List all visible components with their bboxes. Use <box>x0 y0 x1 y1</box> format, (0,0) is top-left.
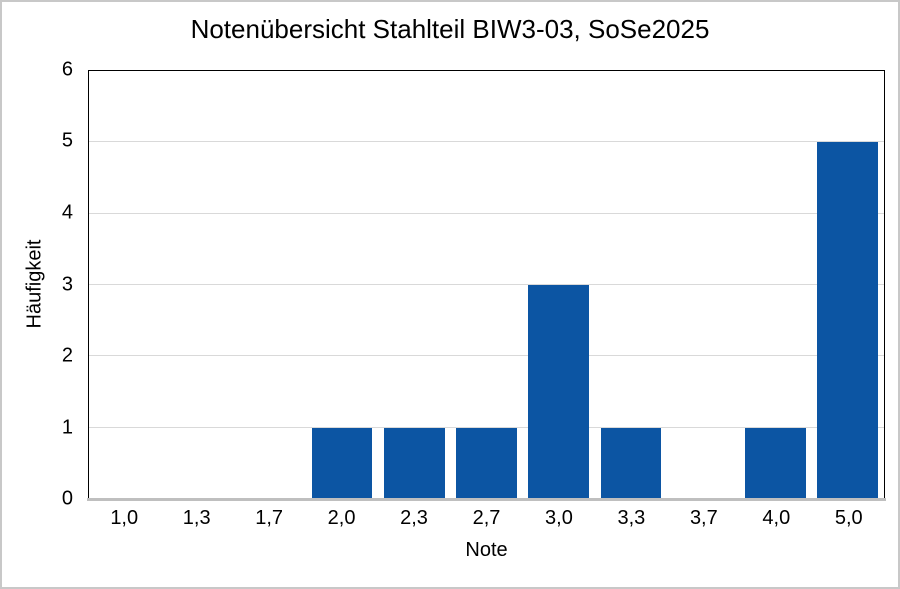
bar-slot <box>378 71 450 499</box>
x-tick-label: 1,7 <box>255 507 284 529</box>
x-tick-label: 3,7 <box>689 507 718 529</box>
y-axis-tick-labels: 0 1 2 3 4 5 6 <box>2 59 88 510</box>
x-tick-label: 1,3 <box>182 507 211 529</box>
bar-slot <box>306 71 378 499</box>
bar-slot <box>161 71 233 499</box>
x-tick-label: 3,3 <box>617 507 646 529</box>
y-tick-label: 6 <box>61 58 73 81</box>
x-axis-tick-labels: 1,0 1,3 1,7 2,0 2,3 2,7 3,0 3,3 3,7 4,0 5,0 <box>88 507 885 530</box>
gridline <box>89 141 884 143</box>
bar <box>745 427 806 499</box>
bar <box>528 285 590 499</box>
gridline <box>89 355 884 357</box>
x-tick-label: 5,0 <box>834 507 863 529</box>
bar <box>383 427 445 499</box>
x-tick-label: 2,0 <box>327 507 356 529</box>
bar-slot <box>667 71 739 499</box>
gridline <box>89 426 884 428</box>
plot-area <box>88 70 885 499</box>
x-tick-label: 2,7 <box>472 507 501 529</box>
bar-slot <box>739 71 811 499</box>
y-tick-label: 5 <box>61 129 73 152</box>
y-tick-label: 0 <box>61 487 73 510</box>
bar-slot <box>595 71 667 499</box>
bar-slot <box>234 71 306 499</box>
y-tick-label: 1 <box>61 416 73 438</box>
chart-title: Notenübersicht Stahlteil BIW3-03, SoSe20… <box>190 14 710 44</box>
x-axis-title: Note <box>465 539 508 561</box>
bar-slot <box>812 71 884 499</box>
y-tick-label: 2 <box>61 344 73 367</box>
gridline <box>89 212 884 214</box>
bar-slot <box>89 71 161 499</box>
bar <box>817 142 879 499</box>
x-tick-label: 2,3 <box>400 507 428 529</box>
bar <box>311 427 373 499</box>
gridline <box>89 284 884 285</box>
y-tick-label: 3 <box>61 273 73 295</box>
x-tick-label: 4,0 <box>762 507 791 529</box>
bar <box>456 427 517 499</box>
bar-slot <box>450 71 522 499</box>
y-tick-label: 4 <box>61 201 73 224</box>
bar-series <box>89 71 884 499</box>
x-axis-line <box>87 498 886 501</box>
bar-slot <box>523 71 595 499</box>
x-tick-label: 3,0 <box>545 507 573 529</box>
x-tick-label: 1,0 <box>110 507 139 529</box>
bar <box>600 427 662 499</box>
